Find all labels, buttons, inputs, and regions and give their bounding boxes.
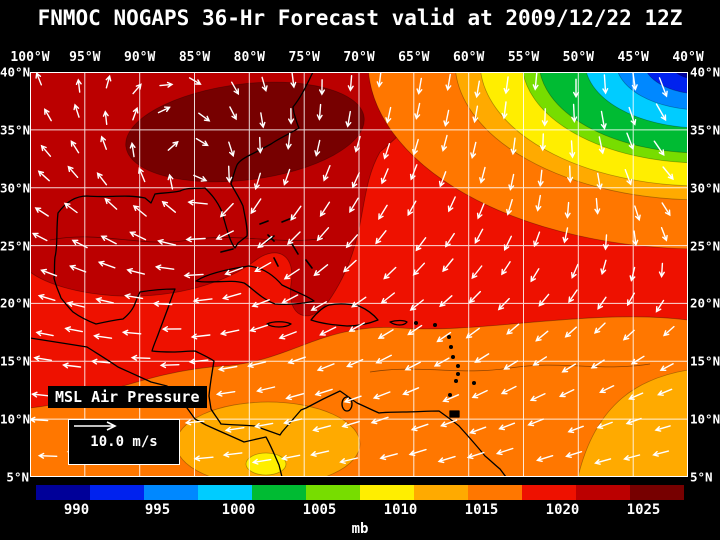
lon-label: 45°W (617, 50, 649, 65)
colorbar-segment (90, 485, 144, 500)
colorbar (36, 485, 684, 500)
colorbar-tick-label: 995 (144, 502, 171, 518)
field-label: MSL Air Pressure (48, 386, 207, 408)
lat-label-right: 40°N (690, 64, 720, 80)
colorbar-tick-label: 1025 (626, 502, 661, 518)
colorbar-segment (414, 485, 468, 500)
lon-label: 100°W (10, 50, 50, 65)
colorbar-segment (36, 485, 90, 500)
lat-label-right: 10°N (690, 411, 720, 427)
colorbar-segment (198, 485, 252, 500)
colorbar-tick-label: 1015 (464, 502, 499, 518)
lat-label-left: 30°N (0, 180, 31, 196)
lon-axis-top: 100°W 95°W 90°W 85°W 80°W 75°W 70°W 65°W 60°W 55°… (0, 50, 720, 66)
lon-label: 40°W (672, 50, 704, 65)
wind-scale-label: 10.0 m/s (90, 434, 158, 450)
page-title: FNMOC NOGAPS 36-Hr Forecast valid at 200… (37, 6, 683, 30)
lon-label: 70°W (343, 50, 375, 65)
colorbar-segment (468, 485, 522, 500)
lon-label: 95°W (69, 50, 101, 65)
lon-label: 85°W (178, 50, 211, 65)
colorbar-segment (630, 485, 684, 500)
lat-label-left: 10°N (0, 411, 31, 427)
lon-label: 65°W (398, 50, 430, 65)
lon-label: 80°W (233, 50, 265, 65)
lat-label-right: 15°N (690, 353, 720, 369)
colorbar-ticks: 990 995 1000 1005 1010 1015 1020 1025 (36, 502, 684, 519)
colorbar-segment (252, 485, 306, 500)
wind-scale-arrow-icon (74, 421, 117, 431)
lat-label-left: 20°N (0, 295, 31, 311)
pressure-map-svg (30, 72, 688, 477)
colorbar-segment (144, 485, 198, 500)
lat-label-left: 35°N (0, 122, 31, 138)
colorbar-segment (306, 485, 360, 500)
colorbar-tick-label: 1010 (383, 502, 418, 518)
colorbar-tick-label: 1000 (221, 502, 256, 518)
lat-label-left: 25°N (0, 238, 31, 254)
colorbar-tick-label: 1020 (545, 502, 580, 518)
lon-label: 90°W (124, 50, 156, 65)
colorbar-tick-label: 990 (63, 502, 90, 518)
lat-label-left: 40°N (0, 64, 31, 80)
colorbar-segment (360, 485, 414, 500)
lat-label-right: 20°N (690, 295, 720, 311)
lat-label-right: 30°N (690, 180, 720, 196)
colorbar-segment (522, 485, 576, 500)
colorbar-tick-label: 1005 (302, 502, 337, 518)
lon-label: 75°W (288, 50, 320, 65)
lat-label-right: 5°N (690, 469, 713, 485)
lat-label-left: 15°N (0, 353, 31, 369)
forecast-map: MSL Air Pressure 10.0 m/s (30, 72, 688, 477)
wind-scale-box: 10.0 m/s (68, 419, 180, 465)
lon-label: 50°W (562, 50, 594, 65)
colorbar-unit-label: mb (351, 521, 369, 537)
lat-label-left: 5°N (6, 469, 29, 485)
lon-label: 55°W (507, 50, 540, 65)
lat-label-right: 25°N (690, 238, 720, 254)
lon-label: 60°W (453, 50, 485, 65)
lat-label-right: 35°N (690, 122, 720, 138)
colorbar-segment (576, 485, 630, 500)
